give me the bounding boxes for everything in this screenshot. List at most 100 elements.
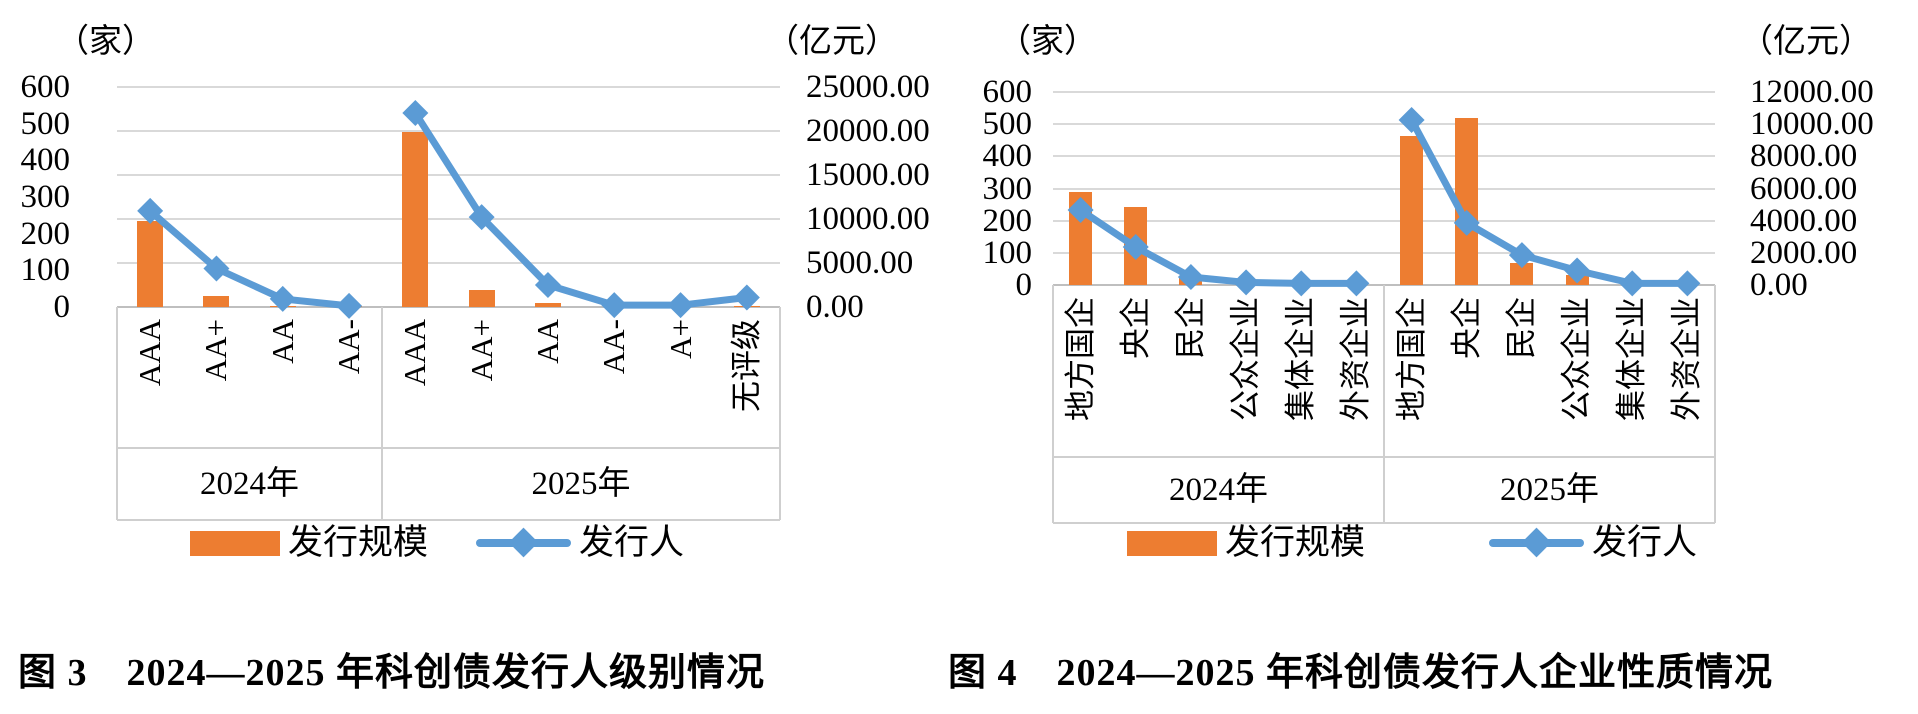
fig3-right-axis-tick: 25000.00 — [806, 69, 930, 105]
fig4-axis-tier-separator — [1053, 456, 1715, 458]
diamond-marker-icon — [402, 100, 429, 127]
chart4-left-axis-title: （家） — [998, 24, 1097, 60]
diamond-marker-icon — [1619, 270, 1646, 297]
chart4-right-axis-title: （亿元） — [1740, 24, 1872, 60]
diamond-marker-icon — [1233, 269, 1260, 296]
fig4-category-label-外资企业: 外资企业 — [1669, 297, 1704, 421]
fig3-gridline — [117, 86, 780, 88]
fig3-axis-tier-separator — [117, 447, 780, 449]
fig3-right-axis-tick: 0.00 — [806, 289, 864, 325]
fig3-left-axis-tick: 600 — [20, 69, 71, 105]
fig4-bar-2025年-央企 — [1455, 118, 1478, 285]
diamond-marker-icon — [508, 527, 539, 558]
fig3-right-axis-tick: 10000.00 — [806, 201, 930, 237]
bar-series-swatch — [190, 530, 280, 556]
chart4-legend: 发行规模 发行人 — [1127, 524, 1697, 562]
fig3-right-axis-tick: 15000.00 — [806, 157, 930, 193]
fig3-left-axis-tick: 0 — [53, 289, 71, 325]
fig4-line-series — [1067, 106, 1701, 297]
fig4-axis-box-divider — [1383, 285, 1385, 523]
fig4-category-label-地方国企: 地方国企 — [1394, 297, 1429, 421]
chart3-right-axis-title: （亿元） — [766, 24, 898, 60]
diamond-marker-icon — [468, 204, 495, 231]
diamond-marker-icon — [1508, 242, 1535, 269]
fig3-bar-2025年-AA — [535, 303, 561, 307]
line-series-swatch — [1489, 527, 1585, 558]
fig3-bar-2025年-AAA — [402, 132, 428, 307]
diamond-marker-icon — [137, 197, 164, 224]
fig4-right-axis-tick: 12000.00 — [1750, 74, 1874, 110]
fig4-category-label-集体企业: 集体企业 — [1283, 297, 1318, 421]
fig4-gridline — [1053, 123, 1715, 126]
diamond-marker-icon — [1067, 197, 1094, 224]
fig4-left-axis-tick: 100 — [982, 234, 1033, 271]
fig3-x-axis-line — [117, 306, 780, 308]
fig4-left-axis-tick: 200 — [982, 202, 1033, 239]
bar-series-label: 发行规模 — [1225, 523, 1366, 562]
bar-series-label: 发行规模 — [288, 523, 429, 562]
fig4-gridline — [1053, 91, 1715, 93]
fig4-bar-2025年-地方国企 — [1400, 136, 1423, 285]
fig3-left-axis-tick: 100 — [20, 252, 71, 289]
fig4-category-label-地方国企: 地方国企 — [1063, 297, 1098, 421]
fig4-left-axis-tick: 500 — [982, 106, 1033, 143]
chart3-legend: 发行规模 发行人 — [190, 524, 684, 562]
fig4-left-axis-tick: 600 — [982, 74, 1033, 110]
fig4-right-axis-tick: 10000.00 — [1750, 106, 1874, 143]
fig3-bar-2024年-AA+ — [203, 296, 229, 307]
fig4-gridline — [1053, 155, 1715, 158]
diamond-marker-icon — [1453, 209, 1480, 236]
diamond-marker-icon — [733, 284, 760, 311]
fig3-group-label-2024年: 2024年 — [200, 466, 299, 502]
fig4-left-axis-tick: 400 — [982, 138, 1033, 175]
fig4-category-label-外资企业: 外资企业 — [1338, 297, 1373, 421]
fig4-gridline — [1053, 219, 1715, 222]
diamond-marker-icon — [1674, 270, 1701, 297]
fig3-axis-box-divider — [116, 307, 118, 520]
diamond-marker-icon — [269, 285, 296, 312]
fig4-group-label-2024年: 2024年 — [1169, 472, 1268, 508]
figure-3-caption: 图 3 2024—2025 年科创债发行人级别情况 — [18, 652, 766, 694]
fig3-bar-2025年-AA+ — [469, 290, 495, 307]
bar-series-swatch — [1127, 530, 1217, 556]
line-series-label: 发行人 — [579, 523, 685, 562]
line-segment — [411, 109, 751, 309]
line-segment — [146, 207, 353, 310]
fig4-bar-2025年-民企 — [1510, 263, 1533, 285]
diamond-marker-icon — [667, 292, 694, 319]
fig3-gridline — [117, 262, 780, 264]
fig3-bar-2024年-AAA — [137, 221, 163, 307]
fig3-gridline — [117, 174, 780, 176]
diamond-marker-icon — [1122, 234, 1149, 261]
diamond-marker-icon — [534, 272, 561, 298]
fig4-axis-box-divider — [1714, 285, 1716, 523]
fig3-gridline — [117, 218, 780, 220]
fig4-category-label-集体企业: 集体企业 — [1614, 297, 1649, 421]
diamond-marker-icon — [1177, 263, 1204, 290]
diamond-marker-icon — [1398, 106, 1425, 133]
fig3-group-label-2025年: 2025年 — [531, 466, 631, 502]
fig3-axis-box-bottom — [117, 519, 780, 521]
line-segment — [1077, 206, 1360, 287]
fig4-right-axis-tick: 2000.00 — [1750, 234, 1858, 271]
fig3-line-series — [137, 100, 760, 319]
fig4-left-axis-tick: 300 — [982, 170, 1033, 207]
line-segment — [1408, 116, 1691, 287]
line-series-swatch — [476, 527, 572, 558]
fig4-axis-box-divider — [1052, 285, 1054, 523]
diamond-marker-icon — [1343, 270, 1370, 297]
fig4-gridline — [1053, 187, 1715, 190]
fig4-category-label-公众企业: 公众企业 — [1228, 297, 1263, 421]
figure-4-caption: 图 4 2024—2025 年科创债发行人企业性质情况 — [948, 652, 1774, 694]
diamond-marker-icon — [1521, 527, 1552, 558]
fig3-left-axis-tick: 500 — [20, 105, 71, 142]
fig3-right-axis-tick: 20000.00 — [806, 113, 930, 149]
fig4-gridline — [1053, 251, 1715, 254]
fig4-left-axis-tick: 0 — [1015, 267, 1033, 303]
chart3-left-axis-title: （家） — [56, 24, 155, 60]
fig4-right-axis-tick: 6000.00 — [1750, 170, 1858, 207]
line-series-label: 发行人 — [1592, 523, 1698, 562]
fig3-gridline — [117, 130, 780, 132]
fig3-axis-box-divider — [779, 307, 781, 520]
